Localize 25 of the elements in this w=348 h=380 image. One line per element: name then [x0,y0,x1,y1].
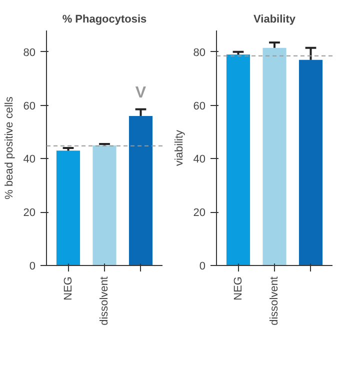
y-tick-label: 60 [23,100,36,112]
bar [56,150,80,266]
y-tick-label: 60 [193,100,206,112]
chart-title: Viability [254,14,296,26]
y-tick-label: 20 [193,207,206,220]
chart-title: % Phagocytosis [62,14,147,26]
y-tick-label: 80 [193,46,206,59]
y-tick-label: 80 [23,46,36,59]
annotation: V [135,84,146,102]
y-tick-label: 0 [199,260,206,272]
y-tick-label: 40 [23,154,36,166]
y-tick-label: 40 [193,154,206,166]
y-tick-label: 20 [23,207,36,220]
y-axis-title: % bead positive cells [3,96,16,200]
x-tick-label: dissolvent [98,276,110,326]
x-tick-label: dissolvent [268,276,280,326]
bar [92,145,116,266]
bar [262,48,286,266]
bar [226,54,250,266]
y-axis-title: viability [173,129,186,166]
x-tick-label: NEG [232,276,244,300]
y-tick-label: 0 [29,260,36,272]
bar [298,60,323,266]
x-tick-label: NEG [62,276,74,300]
bar [128,116,153,266]
